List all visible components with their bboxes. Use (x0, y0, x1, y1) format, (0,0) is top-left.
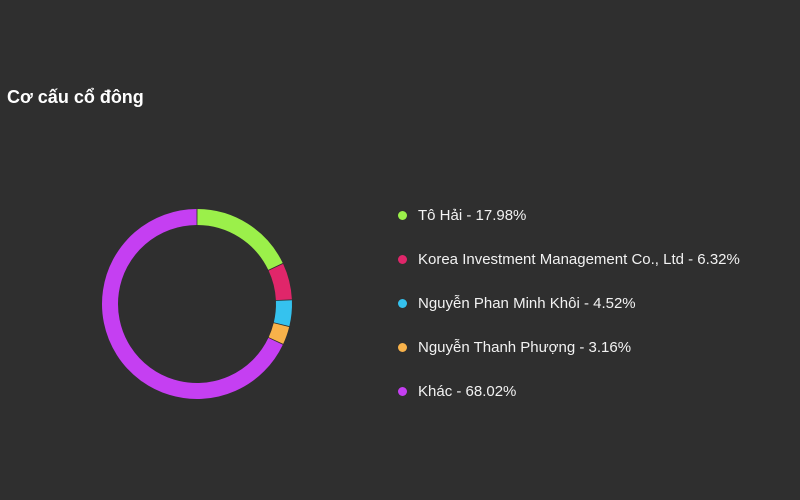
legend-item-to-hai[interactable]: Tô Hải - 17.98% (398, 204, 740, 226)
legend-item-nguyen-thanh-phuong[interactable]: Nguyễn Thanh Phượng - 3.16% (398, 336, 740, 358)
legend-dot-icon (398, 386, 407, 396)
donut-slice-3[interactable] (268, 322, 290, 344)
chart-legend: Tô Hải - 17.98% Korea Investment Managem… (398, 204, 740, 424)
legend-label: Nguyễn Phan Minh Khôi - 4.52% (418, 294, 636, 312)
legend-label: Nguyễn Thanh Phượng - 3.16% (418, 338, 632, 356)
legend-label: Khác - 68.02% (418, 382, 517, 400)
donut-slice-2[interactable] (273, 300, 292, 327)
legend-item-khac[interactable]: Khác - 68.02% (398, 380, 740, 402)
legend-dot-icon (398, 210, 407, 220)
legend-dot-icon (398, 254, 407, 264)
legend-dot-icon (398, 342, 407, 352)
donut-slice-1[interactable] (268, 263, 292, 301)
legend-item-nguyen-phan-minh-khoi[interactable]: Nguyễn Phan Minh Khôi - 4.52% (398, 292, 740, 314)
donut-slice-0[interactable] (197, 209, 283, 271)
donut-slice-4[interactable] (102, 209, 283, 399)
chart-title: Cơ cấu cổ đông (7, 87, 144, 107)
legend-label: Tô Hải - 17.98% (418, 206, 527, 224)
legend-item-korea-investment[interactable]: Korea Investment Management Co., Ltd - 6… (398, 248, 740, 270)
legend-dot-icon (398, 298, 407, 308)
donut-slices (102, 209, 292, 399)
legend-label: Korea Investment Management Co., Ltd - 6… (418, 250, 740, 268)
